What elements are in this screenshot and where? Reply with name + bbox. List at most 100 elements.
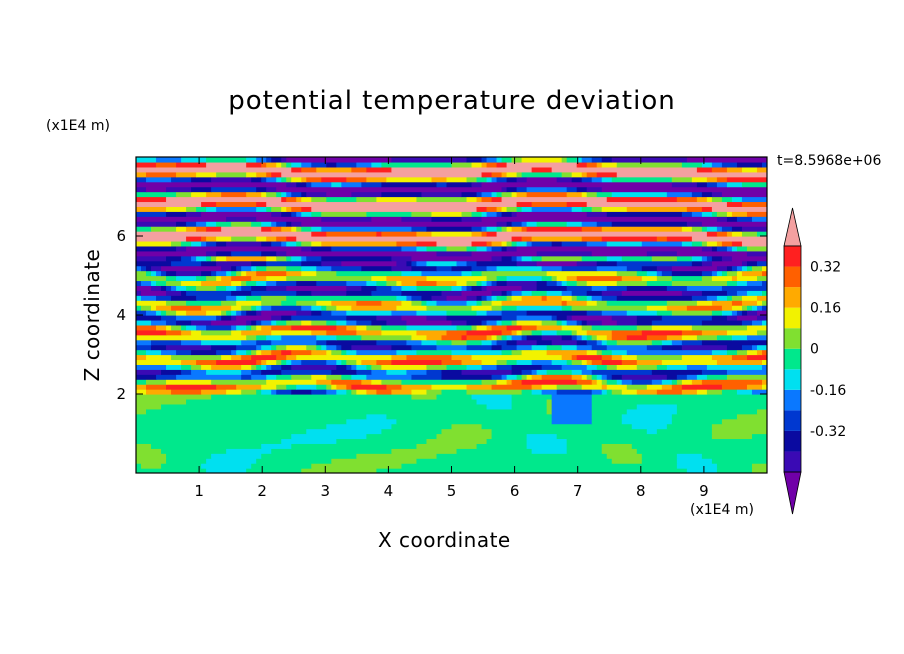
heatmap-cell [281,315,292,321]
heatmap-cell [761,349,767,356]
heatmap-cell [511,295,523,301]
heatmap-cell [481,364,498,370]
heatmap-cell [646,270,658,277]
heatmap-cell [481,211,488,217]
heatmap-cell [496,379,508,385]
heatmap-cell [221,226,262,232]
heatmap-cell [151,265,162,272]
heatmap-cell [206,458,257,464]
heatmap-cell [701,275,713,282]
heatmap-cell [381,231,418,237]
heatmap-cell [751,216,767,222]
heatmap-cell [261,295,287,301]
heatmap-cell [711,349,728,356]
heatmap-cell [581,384,603,390]
heatmap-cell [316,265,332,272]
heatmap-cell [181,329,192,336]
heatmap-cell [146,265,152,272]
heatmap-cell [446,310,478,316]
heatmap-cell [356,161,372,168]
heatmap-cell [676,374,688,380]
colorbar-segment [784,389,801,411]
colorbar-segment [784,369,801,390]
heatmap-cell [581,369,593,375]
heatmap-cell [646,334,668,341]
heatmap-cell [531,166,553,173]
heatmap-cell [501,226,508,232]
heatmap-cell [381,428,443,435]
heatmap-cell [591,379,598,385]
heatmap-cell [651,339,663,346]
heatmap-cell [676,196,698,203]
heatmap-cell [441,334,463,341]
heatmap-cell [261,359,267,365]
heatmap-cell [761,359,767,365]
heatmap-cell [626,384,648,390]
heatmap-cell [681,389,698,395]
heatmap-cell [611,176,673,183]
heatmap-cell [526,176,558,183]
heatmap-cell [601,206,628,212]
heatmap-cell [406,354,453,361]
heatmap-cell [481,191,493,198]
heatmap-cell [661,379,673,385]
heatmap-cell [591,324,638,331]
heatmap-cell [256,186,267,193]
heatmap-cell [606,384,628,390]
heatmap-cell [681,329,703,336]
heatmap-cell [401,463,678,469]
heatmap-cell [166,270,177,277]
heatmap-cell [221,300,237,306]
heatmap-cell [251,324,257,331]
heatmap-cell [681,240,693,247]
heatmap-cell [576,334,583,341]
heatmap-cell [696,166,713,173]
heatmap-cell [191,191,207,198]
heatmap-cell [761,379,767,385]
heatmap-cell [481,285,488,291]
heatmap-cell [281,171,483,178]
heatmap-cell [301,319,312,326]
heatmap-cell [276,319,287,326]
heatmap-cell [516,206,523,212]
heatmap-cell [191,319,212,326]
heatmap-cell [716,295,728,301]
heatmap-cell [261,344,272,351]
heatmap-cell [576,344,593,351]
heatmap-cell [426,245,448,252]
heatmap-cell [136,398,187,405]
heatmap-cell [681,339,703,346]
heatmap-cell [501,206,508,212]
heatmap-cell [136,339,152,346]
heatmap-cell [511,191,518,198]
heatmap-cell [286,319,302,326]
heatmap-cell [761,161,767,168]
heatmap-cell [266,186,277,193]
heatmap-cell [376,196,418,203]
heatmap-cell [356,329,382,336]
heatmap-cell [406,369,428,375]
heatmap-cell [521,334,528,341]
heatmap-cell [271,349,282,356]
heatmap-cell [746,280,763,286]
heatmap-cell [311,161,327,168]
heatmap-cell [441,290,463,296]
heatmap-cell [541,389,558,395]
heatmap-cell [236,295,247,301]
heatmap-cell [486,161,498,168]
heatmap-cell [586,364,598,370]
heatmap-cell [311,290,347,296]
heatmap-cell [286,181,297,188]
heatmap-cell [741,305,748,311]
heatmap-cell [721,285,767,291]
heatmap-cell [581,334,588,341]
heatmap-cell [521,295,543,301]
heatmap-cell [426,369,443,375]
heatmap-cell [511,398,548,405]
heatmap-cell [666,191,693,198]
heatmap-cell [346,349,357,356]
heatmap-cell [676,403,767,410]
heatmap-cell [486,319,498,326]
heatmap-cell [586,319,603,326]
heatmap-cell [481,196,493,203]
